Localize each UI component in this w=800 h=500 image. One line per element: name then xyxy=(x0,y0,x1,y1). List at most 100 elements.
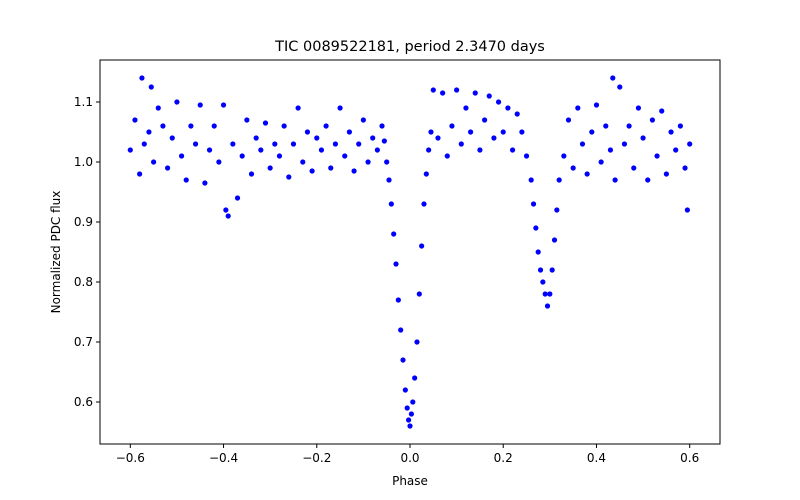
data-point xyxy=(410,399,416,405)
data-point xyxy=(391,231,397,237)
data-point xyxy=(365,159,371,165)
x-tick-label: 0.6 xyxy=(680,451,699,465)
data-point xyxy=(617,84,623,90)
data-point xyxy=(565,117,572,123)
data-point xyxy=(645,177,651,183)
data-point xyxy=(556,177,562,183)
data-point xyxy=(384,159,390,165)
data-point xyxy=(603,123,609,129)
x-tick-label: −0.2 xyxy=(302,451,331,465)
data-point xyxy=(528,177,534,183)
data-point xyxy=(211,123,217,129)
data-point xyxy=(379,123,385,129)
data-point xyxy=(286,174,292,180)
data-point xyxy=(584,171,590,177)
data-point xyxy=(649,117,656,123)
data-point xyxy=(440,90,446,96)
data-point xyxy=(444,153,450,159)
data-point xyxy=(687,141,693,147)
data-point xyxy=(435,135,441,141)
data-point xyxy=(386,177,392,183)
data-point xyxy=(449,123,455,129)
data-point xyxy=(551,237,558,243)
data-point xyxy=(127,147,133,153)
data-point xyxy=(262,120,269,126)
data-point xyxy=(549,267,555,273)
data-point xyxy=(192,141,199,147)
data-point xyxy=(486,93,492,99)
data-point xyxy=(272,141,278,147)
data-point xyxy=(533,225,539,231)
data-point xyxy=(155,105,161,111)
data-point xyxy=(148,84,154,90)
data-point xyxy=(654,153,660,159)
data-point xyxy=(544,303,551,309)
y-axis-ticks: 0.6 0.7 0.8 0.9 1.0 1.1 xyxy=(74,95,100,409)
data-point xyxy=(509,147,516,153)
data-point xyxy=(216,159,222,165)
data-point xyxy=(472,90,478,96)
data-point xyxy=(454,87,460,93)
data-point xyxy=(419,243,425,249)
x-tick-label: 0.4 xyxy=(587,451,606,465)
data-point xyxy=(374,147,380,153)
data-point xyxy=(304,129,311,135)
data-point xyxy=(332,141,339,147)
data-point xyxy=(598,159,604,165)
data-point xyxy=(519,129,525,135)
y-tick-label: 1.0 xyxy=(74,155,93,169)
data-point xyxy=(673,147,679,153)
data-point xyxy=(530,201,537,207)
data-point xyxy=(626,123,632,129)
data-point xyxy=(244,117,250,123)
data-point xyxy=(398,327,404,333)
data-point xyxy=(682,165,688,171)
data-point xyxy=(300,159,306,165)
data-point xyxy=(414,339,420,345)
data-point xyxy=(169,135,175,141)
data-point xyxy=(684,207,690,213)
data-point xyxy=(406,417,412,423)
data-point xyxy=(337,105,343,111)
x-tick-label: −0.4 xyxy=(209,451,238,465)
data-point xyxy=(407,423,413,429)
data-point xyxy=(174,99,180,105)
data-point xyxy=(570,165,576,171)
data-point xyxy=(141,141,147,147)
data-point xyxy=(505,105,511,111)
data-point xyxy=(426,147,432,153)
data-point xyxy=(631,165,637,171)
data-point xyxy=(342,153,348,159)
data-point xyxy=(146,129,152,135)
data-point xyxy=(295,105,301,111)
y-tick-label: 1.1 xyxy=(74,95,93,109)
data-point xyxy=(491,135,497,141)
x-axis-label: Phase xyxy=(392,474,428,488)
data-point xyxy=(547,291,553,297)
data-point xyxy=(151,159,157,165)
data-point xyxy=(593,102,600,108)
data-point xyxy=(408,411,414,417)
data-point xyxy=(132,117,138,123)
data-point xyxy=(659,108,665,114)
y-tick-label: 0.8 xyxy=(74,275,93,289)
data-point xyxy=(430,87,436,93)
data-point xyxy=(230,141,236,147)
data-point xyxy=(589,129,595,135)
data-point xyxy=(554,207,560,213)
data-point xyxy=(412,375,418,381)
data-point xyxy=(421,201,427,207)
data-point xyxy=(206,147,213,153)
data-point xyxy=(612,177,618,183)
data-point xyxy=(183,177,189,183)
data-point xyxy=(225,213,231,219)
data-point xyxy=(356,141,362,147)
data-point xyxy=(160,123,166,129)
data-point xyxy=(370,135,376,141)
x-tick-label: −0.6 xyxy=(116,451,145,465)
data-point xyxy=(253,135,259,141)
data-point xyxy=(610,75,616,81)
data-point xyxy=(328,165,334,171)
data-point xyxy=(188,123,194,129)
data-point xyxy=(668,129,674,135)
